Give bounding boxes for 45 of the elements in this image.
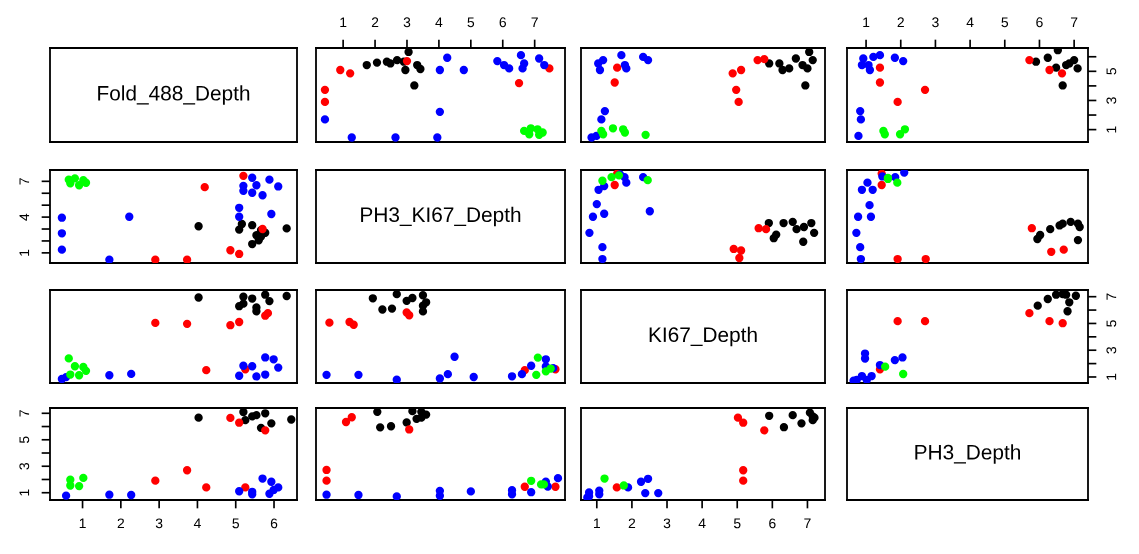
y-tick-label: 3 [1106,97,1117,104]
x-tick-label: 1 [863,17,870,28]
y-tick-label: 7 [19,178,30,185]
y-tick-label: 5 [1106,320,1117,327]
y-tick-label: 1 [1106,373,1117,380]
y-tick-label: 7 [1106,293,1117,300]
y-tick-label: 1 [19,249,30,256]
x-tick-label: 7 [1070,17,1078,28]
x-tick-label: 6 [499,17,506,28]
x-tick-label: 3 [155,518,163,529]
x-tick-label: 7 [531,17,538,28]
y-tick-label: 1 [19,489,30,496]
text: Fold_488_Depth [98,85,250,105]
text: PH3_Depth [915,444,1020,464]
y-tick-label: 1 [1106,126,1117,133]
x-tick-label: 6 [270,518,278,529]
x-tick-label: 2 [628,518,636,529]
x-tick-label: 5 [232,518,240,529]
y-tick-label: 5 [19,436,30,444]
x-tick-label: 2 [897,17,904,28]
y-tick-label: 3 [1106,346,1117,354]
x-tick-label: 5 [467,17,475,28]
x-tick-label: 5 [1001,17,1009,28]
x-tick-label: 2 [371,17,379,28]
x-tick-label: 4 [435,17,443,28]
y-tick-label: 3 [19,462,30,470]
text: KI67_Depth [649,326,757,347]
x-tick-label: 4 [966,17,974,28]
x-tick-label: 3 [663,518,671,529]
text: PH3_KI67_Depth [361,206,521,227]
y-tick-label: 7 [19,410,30,417]
y-tick-label: 5 [1106,68,1117,75]
x-tick-label: 4 [698,518,706,529]
x-tick-label: 4 [193,518,201,529]
x-tick-label: 1 [340,17,347,28]
x-tick-label: 1 [594,518,600,529]
x-tick-label: 1 [79,518,86,529]
x-tick-label: 2 [117,518,125,529]
x-tick-label: 6 [1036,17,1043,28]
x-tick-label: 3 [403,17,411,28]
y-tick-label: 4 [19,213,30,221]
x-tick-label: 5 [733,518,741,529]
x-tick-label: 3 [932,17,939,28]
x-tick-label: 6 [769,518,776,529]
x-tick-label: 7 [804,518,811,529]
